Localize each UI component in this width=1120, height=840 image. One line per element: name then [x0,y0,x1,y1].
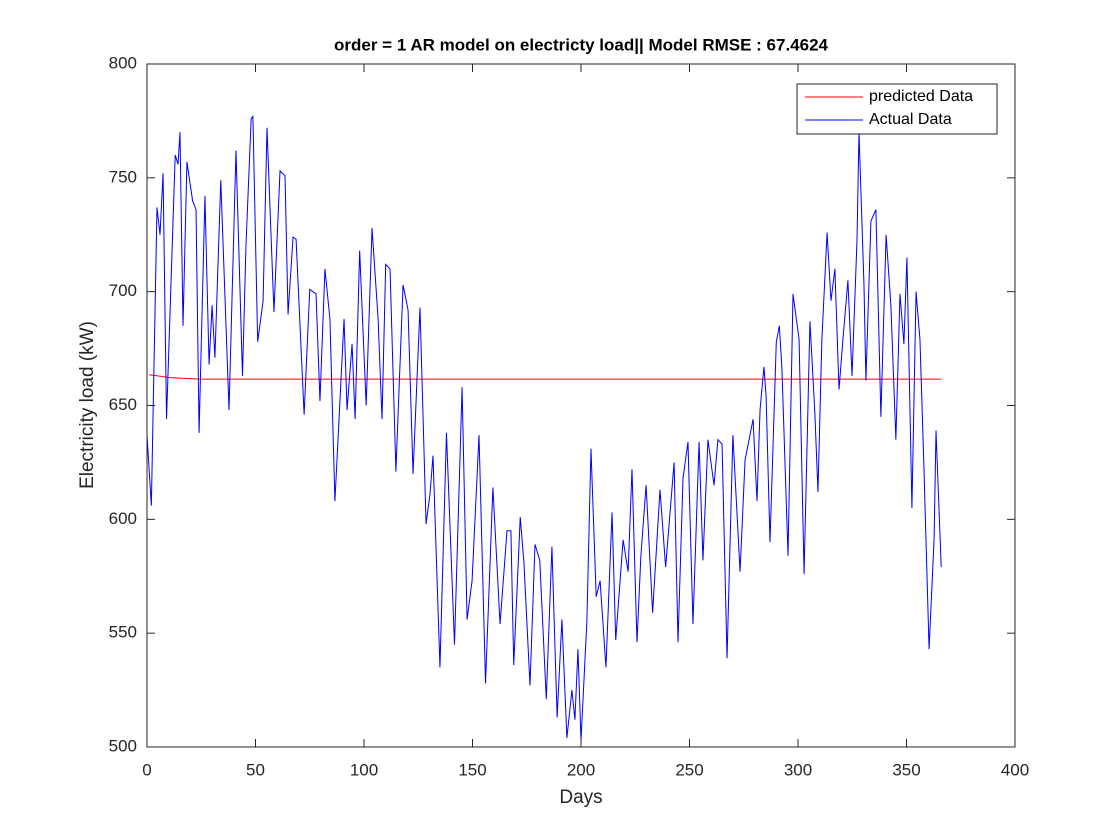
x-tick-label: 0 [142,760,151,779]
y-tick-label: 650 [109,395,137,414]
chart-title: order = 1 AR model on electricty load|| … [334,35,829,54]
x-tick-label: 400 [1001,760,1029,779]
x-tick-label: 200 [567,760,595,779]
y-tick-label: 550 [109,623,137,642]
legend-label: predicted Data [869,88,973,105]
y-axis-label: Electricity load (kW) [77,321,98,489]
x-tick-label: 250 [675,760,703,779]
plot-area [147,64,1015,747]
x-axis-label: Days [559,787,602,808]
y-tick-label: 800 [109,53,137,72]
axes-box [146,63,1016,748]
x-tick-label: 150 [458,760,486,779]
y-tick-label: 700 [109,281,137,300]
x-tick-label: 350 [892,760,920,779]
data-line [149,374,942,380]
y-tick-label: 500 [109,736,137,755]
y-tick-label: 600 [109,509,137,528]
x-tick-label: 50 [246,760,265,779]
legend-box [796,83,998,135]
legend-label: Actual Data [869,111,952,128]
y-tick-label: 750 [109,167,137,186]
x-tick-label: 300 [784,760,812,779]
x-tick-label: 100 [350,760,378,779]
data-line [146,114,942,741]
